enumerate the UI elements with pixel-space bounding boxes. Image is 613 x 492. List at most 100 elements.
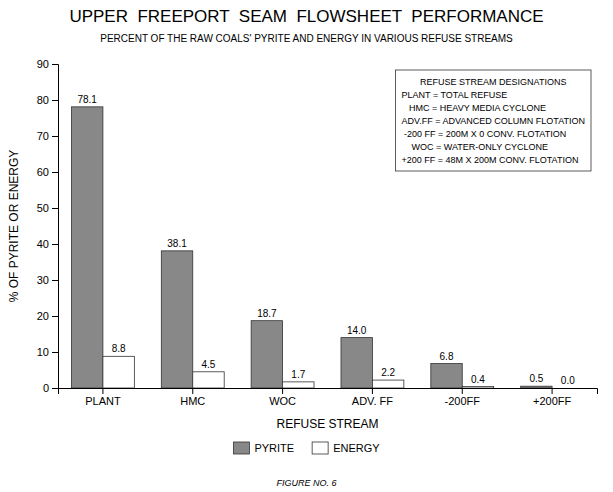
y-tick-label: 60	[37, 166, 49, 178]
y-tick-mark	[52, 64, 58, 65]
x-tick-mark	[372, 388, 373, 394]
annotation-title: REFUSE STREAM DESIGNATIONS	[420, 77, 566, 87]
y-tick: 90	[37, 58, 58, 70]
x-axis-line	[59, 389, 598, 395]
x-tick-label: ADV. FF	[352, 395, 393, 407]
annotation-line: WOC = WATER-ONLY CYCLONE	[402, 142, 548, 152]
y-tick-label: 50	[37, 202, 49, 214]
y-tick: 20	[37, 310, 58, 322]
y-tick: 70	[37, 130, 58, 142]
legend-label: PYRITE	[254, 442, 294, 454]
y-tick: 30	[37, 274, 58, 286]
y-tick-mark	[52, 280, 58, 281]
y-axis: 0 10 20 30 40 50 60 70 80 90	[37, 58, 59, 394]
x-tick-label: HMC	[180, 395, 205, 407]
data-label: 2.2	[381, 367, 395, 378]
bar	[103, 356, 134, 388]
y-tick-label: 80	[37, 94, 49, 106]
bar	[552, 388, 583, 389]
bar	[193, 372, 224, 388]
bar	[71, 107, 102, 388]
legend-label: ENERGY	[333, 442, 380, 454]
y-tick-label: 40	[37, 238, 49, 250]
bar	[341, 338, 372, 388]
annotation-box	[396, 70, 591, 171]
data-label: 0.0	[561, 375, 575, 386]
y-axis-line	[52, 65, 59, 389]
data-label: 38.1	[167, 238, 187, 249]
x-tick-mark	[102, 388, 103, 394]
y-tick: 10	[37, 346, 58, 358]
y-tick: 60	[37, 166, 58, 178]
x-tick: -200FF	[445, 388, 481, 407]
bar	[462, 387, 493, 388]
bar	[161, 251, 192, 388]
legend-item: ENERGY	[312, 442, 380, 454]
chart-svg: UPPER FREEPORT SEAM FLOWSHEET PERFORMANC…	[0, 0, 613, 492]
data-labels: 78.1 38.1 18.7 14.0 6.8 0.5 8.8 4.5 1.7 2.2 0.4 0.0	[77, 94, 575, 386]
y-tick: 80	[37, 94, 58, 106]
y-tick-mark	[52, 316, 58, 317]
data-label: 78.1	[77, 94, 97, 105]
x-tick-mark	[462, 388, 463, 394]
bars	[71, 107, 552, 388]
y-tick-mark	[52, 352, 58, 353]
y-tick-label: 90	[37, 58, 49, 70]
y-tick-label: 0	[43, 382, 49, 394]
x-tick-label: WOC	[269, 395, 296, 407]
y-tick: 50	[37, 202, 58, 214]
y-tick-mark	[52, 208, 58, 209]
data-label: 8.8	[112, 343, 126, 354]
data-label: 4.5	[202, 359, 216, 370]
y-tick-label: 10	[37, 346, 49, 358]
annotation-line: HMC = HEAVY MEDIA CYCLONE	[402, 103, 546, 113]
chart-container: UPPER FREEPORT SEAM FLOWSHEET PERFORMANC…	[0, 0, 613, 492]
bar	[372, 380, 403, 388]
y-tick-mark	[52, 136, 58, 137]
x-axis: PLANT HMC WOC ADV. FF -200FF +200FF	[59, 388, 598, 407]
y-tick: 40	[37, 238, 58, 250]
y-tick-mark	[52, 244, 58, 245]
data-label: 1.7	[291, 369, 305, 380]
bar	[431, 364, 462, 388]
data-label: 18.7	[257, 308, 277, 319]
annotation-line: PLANT = TOTAL REFUSE	[402, 90, 508, 100]
data-label: 0.5	[529, 373, 543, 384]
y-tick-mark	[52, 172, 58, 173]
x-tick: WOC	[269, 388, 296, 407]
bar	[521, 386, 552, 388]
annotation: REFUSE STREAM DESIGNATIONS PLANT = TOTAL …	[396, 70, 591, 171]
x-tick-mark	[282, 388, 283, 394]
legend: PYRITE ENERGY	[233, 442, 380, 454]
annotation-line: +200 FF = 48M X 200M CONV. FLOTATION	[402, 155, 579, 165]
y-tick: 0	[43, 382, 58, 394]
data-label: 6.8	[440, 351, 454, 362]
bar	[283, 382, 314, 388]
title: UPPER FREEPORT SEAM FLOWSHEET PERFORMANC…	[69, 7, 543, 26]
x-tick: PLANT	[85, 388, 121, 407]
x-axis-title: REFUSE STREAM	[276, 417, 378, 431]
subtitle: PERCENT OF THE RAW COALS' PYRITE AND ENE…	[100, 33, 513, 44]
legend-swatch	[233, 442, 249, 454]
x-tick-mark	[192, 388, 193, 394]
y-tick-label: 30	[37, 274, 49, 286]
annotation-line: ADV.FF = ADVANCED COLUMN FLOTATION	[402, 116, 585, 126]
legend-swatch	[312, 442, 328, 454]
y-tick-label: 20	[37, 310, 49, 322]
caption: FIGURE NO. 6	[276, 478, 336, 488]
x-tick: HMC	[180, 388, 205, 407]
x-tick: ADV. FF	[352, 388, 393, 407]
legend-item: PYRITE	[233, 442, 294, 454]
data-label: 14.0	[347, 325, 367, 336]
y-tick-mark	[52, 388, 58, 389]
x-tick-mark	[552, 388, 553, 394]
x-tick-label: PLANT	[85, 395, 121, 407]
y-axis-title: % OF PYRITE OR ENERGY	[7, 150, 21, 303]
data-label: 0.4	[471, 374, 485, 385]
y-tick-mark	[52, 100, 58, 101]
x-tick-label: +200FF	[533, 395, 571, 407]
y-tick-label: 70	[37, 130, 49, 142]
x-tick-label: -200FF	[445, 395, 481, 407]
annotation-line: -200 FF = 200M X 0 CONV. FLOTATION	[402, 129, 567, 139]
x-tick: +200FF	[533, 388, 571, 407]
